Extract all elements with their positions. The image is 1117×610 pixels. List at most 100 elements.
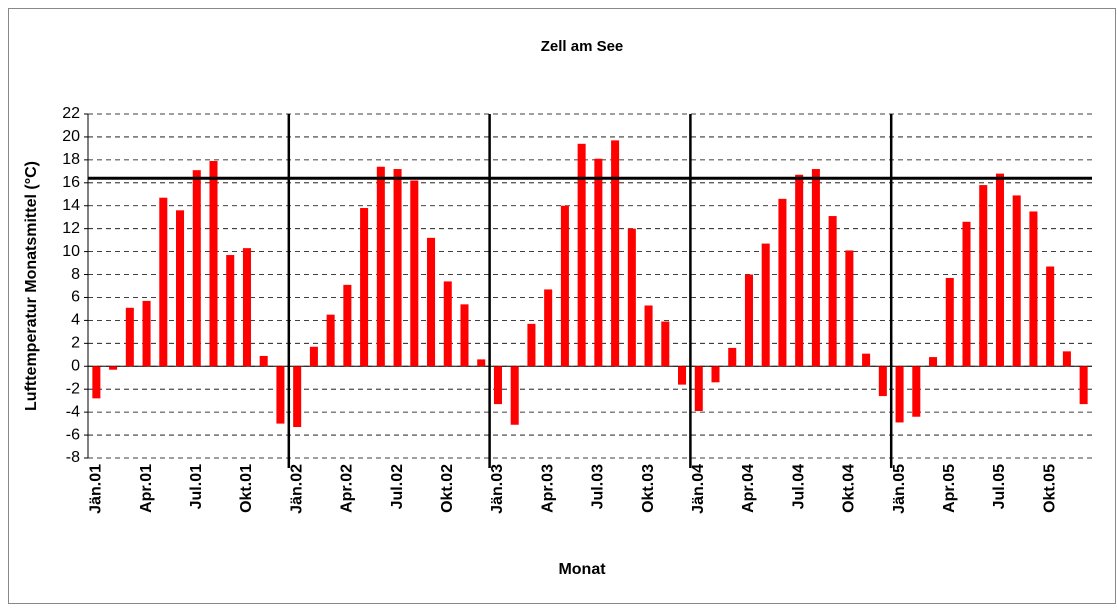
x-tick-label: Apr.05 [941,464,958,513]
x-tick-label: Jul.02 [389,464,406,509]
x-tick-label: Jän.05 [891,464,908,514]
x-tick-label: Apr.01 [138,464,155,513]
x-tick-label: Jul.04 [790,464,807,509]
y-tick-label: 10 [62,243,80,260]
bar [995,173,1004,367]
bar [694,366,703,411]
x-tick-label: Jän.01 [88,464,105,514]
bar [209,161,218,367]
bar [1079,366,1088,405]
bar [92,366,101,399]
y-tick-label: 2 [71,335,80,352]
x-tick-label: Okt.02 [439,464,456,513]
bar [728,347,737,367]
y-tick-label: 14 [62,197,80,214]
bar [1029,211,1038,367]
x-tick-label: Okt.04 [841,464,858,513]
bar [778,198,787,367]
y-tick-label: -6 [66,426,80,443]
bar [527,323,536,367]
bar [878,366,887,397]
chart-title: Zell am See [541,38,624,55]
bar [192,170,201,367]
x-tick-label: Apr.04 [740,464,757,513]
y-tick-label: 18 [62,151,80,168]
bar [627,228,636,367]
bar [560,205,569,367]
bar [326,314,335,367]
bar [276,366,285,424]
x-tick-label: Okt.05 [1041,464,1058,513]
y-tick-label: 16 [62,174,80,191]
bar [979,185,988,367]
bar [427,237,436,367]
y-tick-label: 12 [62,220,80,237]
y-tick-label: 6 [71,289,80,306]
y-tick-label: 22 [62,105,80,122]
y-tick-label: 8 [71,266,80,283]
bar [544,289,553,367]
y-tick-label: -8 [66,449,80,466]
bar [678,366,687,385]
bar [661,321,670,367]
bar [929,357,938,367]
bar [711,366,720,383]
x-tick-label: Jul.03 [590,464,607,509]
bar [125,307,134,367]
bar [1012,195,1021,367]
x-tick-label: Apr.02 [339,464,356,513]
x-tick-label: Jul.01 [188,464,205,509]
bar [577,143,586,367]
bar [410,180,419,367]
x-tick-label: Okt.03 [640,464,657,513]
bar [510,366,519,425]
bar [828,216,837,367]
y-tick-label: -4 [66,403,80,420]
bar [912,366,921,417]
bar [343,284,352,367]
bar [811,169,820,367]
bar [1046,266,1055,367]
bar [744,274,753,367]
y-tick-label: -2 [66,380,80,397]
x-tick-label: Apr.03 [539,464,556,513]
bar [644,305,653,367]
bar [109,366,118,370]
y-tick-label: 0 [71,357,80,374]
x-tick-label: Jän.04 [690,464,707,514]
bar [1062,351,1071,367]
bar [895,366,904,423]
bar [761,243,770,367]
bar [594,158,603,367]
bar [259,355,268,367]
x-tick-label: Jul.05 [991,464,1008,509]
bar [443,281,452,367]
bar [795,174,804,367]
y-tick-label: 20 [62,128,80,145]
x-tick-label: Jän.02 [288,464,305,514]
bar [360,208,369,367]
y-tick-label: 4 [71,312,80,329]
bar [460,304,469,367]
bar [142,300,151,367]
bar [477,359,486,367]
bar [393,169,402,367]
x-tick-label: Okt.01 [238,464,255,513]
bar [611,140,620,367]
bar [242,248,251,367]
bar [226,255,235,367]
bar [176,210,185,367]
x-tick-label: Jän.03 [489,464,506,514]
bar [293,366,302,428]
bar [862,353,871,367]
bar [376,166,385,367]
bar [309,346,318,367]
x-axis-label: Monat [558,561,606,578]
bar [159,197,168,367]
bar [493,366,502,405]
bar [845,250,854,367]
bar [945,277,954,367]
bar [962,221,971,367]
y-axis-label: Lufttemperatur Monatsmittel (°C) [23,161,40,411]
